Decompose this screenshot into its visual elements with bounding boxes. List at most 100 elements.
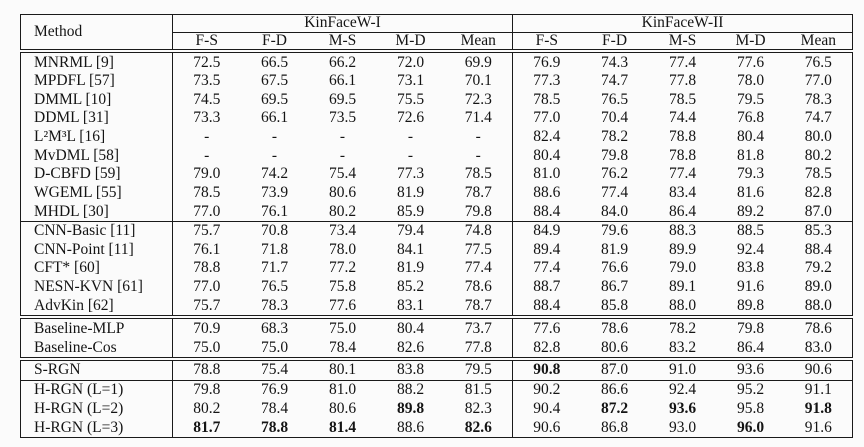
value-cell: -: [204, 128, 210, 146]
value-cell: 74.2: [260, 165, 289, 183]
value-cell: 80.4: [376, 315, 445, 339]
value-cell: 76.9: [512, 49, 581, 73]
value-cell: 91.8: [804, 399, 832, 417]
value-cell: 66.5: [240, 49, 309, 73]
method-cell: H-RGN (L=3): [20, 418, 173, 438]
value-cell: 78.7: [444, 183, 514, 203]
value-cell: 93.0: [668, 418, 697, 436]
value-cell: 70.9: [172, 315, 241, 339]
value-cell: 74.8: [444, 220, 514, 241]
value-cell: 77.2: [328, 259, 357, 277]
value-cell: 79.6: [580, 220, 649, 241]
value-cell: 79.8: [172, 380, 241, 400]
table-row-group: CNN-Basic [11] 75.7 70.8 73.4 79.4 74.8 84.9 79…: [20, 220, 853, 318]
value-cell: 91.6: [736, 277, 765, 295]
subheader-row: F-S F-D M-S M-D Mean F-S F-D M-S M-D Mean: [21, 32, 853, 52]
value-cell: 84.9: [512, 220, 581, 241]
value-cell: 80.1: [308, 357, 377, 381]
value-cell: 73.4: [308, 220, 377, 241]
value-cell: 78.4: [260, 399, 289, 417]
value-cell: 88.5: [716, 220, 785, 241]
value-cell: 78.8: [668, 146, 697, 164]
value-cell: 68.3: [240, 315, 309, 339]
method-cell: CFT* [60]: [20, 259, 173, 278]
value-cell: 84.0: [600, 202, 629, 220]
table-row: MHDL [30] 77.0 76.1 80.2 85.9 79.8 88.4 84.0 86.…: [20, 202, 853, 222]
value-cell: 77.6: [716, 49, 785, 73]
table-row: H-RGN (L=1) 79.8 76.9 81.0 88.2 81.5 90.2 86.6 9…: [20, 380, 853, 400]
table-row: AdvKin [62] 75.7 78.3 77.6 83.1 78.7 88.4 85.8 8…: [20, 296, 853, 318]
method-cell: DMML [10]: [20, 90, 173, 110]
value-cell: 77.6: [512, 315, 581, 339]
value-cell: 78.4: [328, 338, 357, 356]
value-cell: 77.5: [444, 240, 514, 260]
value-cell: 72.5: [172, 49, 241, 73]
value-cell: 92.4: [736, 240, 765, 258]
value-cell: 78.6: [444, 277, 514, 297]
value-cell: -: [271, 128, 278, 146]
value-cell: 87.0: [580, 357, 649, 381]
col-group-kinfacew-i: KinFaceW-I: [172, 14, 514, 33]
value-cell: 75.7: [172, 220, 241, 241]
value-cell: 66.2: [308, 49, 377, 73]
value-cell: 91.6: [804, 418, 832, 436]
value-cell: 80.2: [193, 399, 221, 417]
value-cell: 87.0: [804, 202, 832, 220]
value-cell: -: [204, 146, 210, 164]
value-cell: -: [407, 146, 414, 164]
table-row: S-RGN 78.8 75.4 80.1 83.8 79.5 90.8 87.0 91.0 93.…: [20, 357, 853, 381]
value-cell: 75.0: [193, 338, 221, 356]
value-cell: 75.5: [396, 90, 425, 108]
value-cell: 89.0: [804, 277, 832, 295]
value-cell: 88.3: [648, 220, 717, 241]
value-cell: 82.6: [396, 338, 425, 356]
table-row-group: Baseline-MLP 70.9 68.3 75.0 80.4 73.7 77.6 78.6…: [20, 315, 853, 360]
value-cell: 85.2: [396, 277, 425, 295]
method-cell: Baseline-MLP: [20, 315, 173, 339]
value-cell: 81.0: [533, 165, 561, 183]
col-header-m-d: M-D: [395, 32, 426, 49]
method-cell: MNRML [9]: [20, 49, 173, 73]
value-cell: 78.6: [784, 315, 853, 339]
method-cell: H-RGN (L=2): [20, 399, 173, 419]
value-cell: 79.8: [444, 202, 514, 222]
value-cell: 80.6: [328, 399, 357, 417]
method-cell: WGEML [55]: [20, 183, 173, 203]
value-cell: 73.3: [193, 109, 221, 127]
table-row: CNN-Basic [11] 75.7 70.8 73.4 79.4 74.8 84.9 79…: [20, 220, 853, 241]
paper-table-figure: Method KinFaceW-I KinFaceW-II F-S F-D M-S M…: [20, 14, 854, 438]
value-cell: 83.8: [736, 259, 765, 277]
value-cell: 79.5: [736, 90, 765, 108]
value-cell: 83.2: [668, 338, 697, 356]
table-row: WGEML [55] 78.5 73.9 80.6 81.9 78.7 88.6 77.4 83…: [20, 183, 853, 203]
value-cell: 80.2: [328, 202, 357, 220]
value-cell: 79.4: [376, 220, 445, 241]
value-cell: 77.8: [668, 72, 697, 90]
value-cell: 88.7: [533, 277, 561, 295]
method-cell: MvDML [58]: [20, 146, 173, 166]
value-cell: 74.3: [580, 49, 649, 73]
value-cell: 83.4: [668, 183, 697, 201]
value-cell: 76.9: [240, 380, 309, 400]
value-cell: -: [271, 146, 278, 164]
col-header-f-d: F-D: [262, 32, 287, 49]
value-cell: 76.1: [193, 240, 221, 258]
value-cell: 78.8: [260, 418, 289, 436]
value-cell: 75.0: [308, 315, 377, 339]
value-cell: 78.6: [580, 315, 649, 339]
value-cell: 77.6: [328, 296, 357, 314]
value-cell: 87.2: [600, 399, 629, 417]
value-cell: 66.1: [260, 109, 289, 127]
value-cell: 67.5: [260, 72, 289, 90]
value-cell: 95.8: [736, 399, 765, 417]
table-row: Baseline-MLP 70.9 68.3 75.0 80.4 73.7 77.6 78.6…: [20, 315, 853, 339]
value-cell: 80.6: [328, 183, 357, 201]
table-row: D-CBFD [59] 79.0 74.2 75.4 77.3 78.5 81.0 76.2 7…: [20, 165, 853, 184]
table-row: DMML [10] 74.5 69.5 69.5 75.5 72.3 78.5 76.5 78.…: [20, 90, 853, 110]
method-cell: CNN-Basic [11]: [20, 220, 173, 241]
value-cell: 79.0: [668, 259, 697, 277]
value-cell: 79.8: [600, 146, 629, 164]
col-header-mean: Mean: [800, 32, 836, 49]
value-cell: 73.1: [396, 72, 425, 90]
value-cell: 92.4: [648, 380, 717, 400]
